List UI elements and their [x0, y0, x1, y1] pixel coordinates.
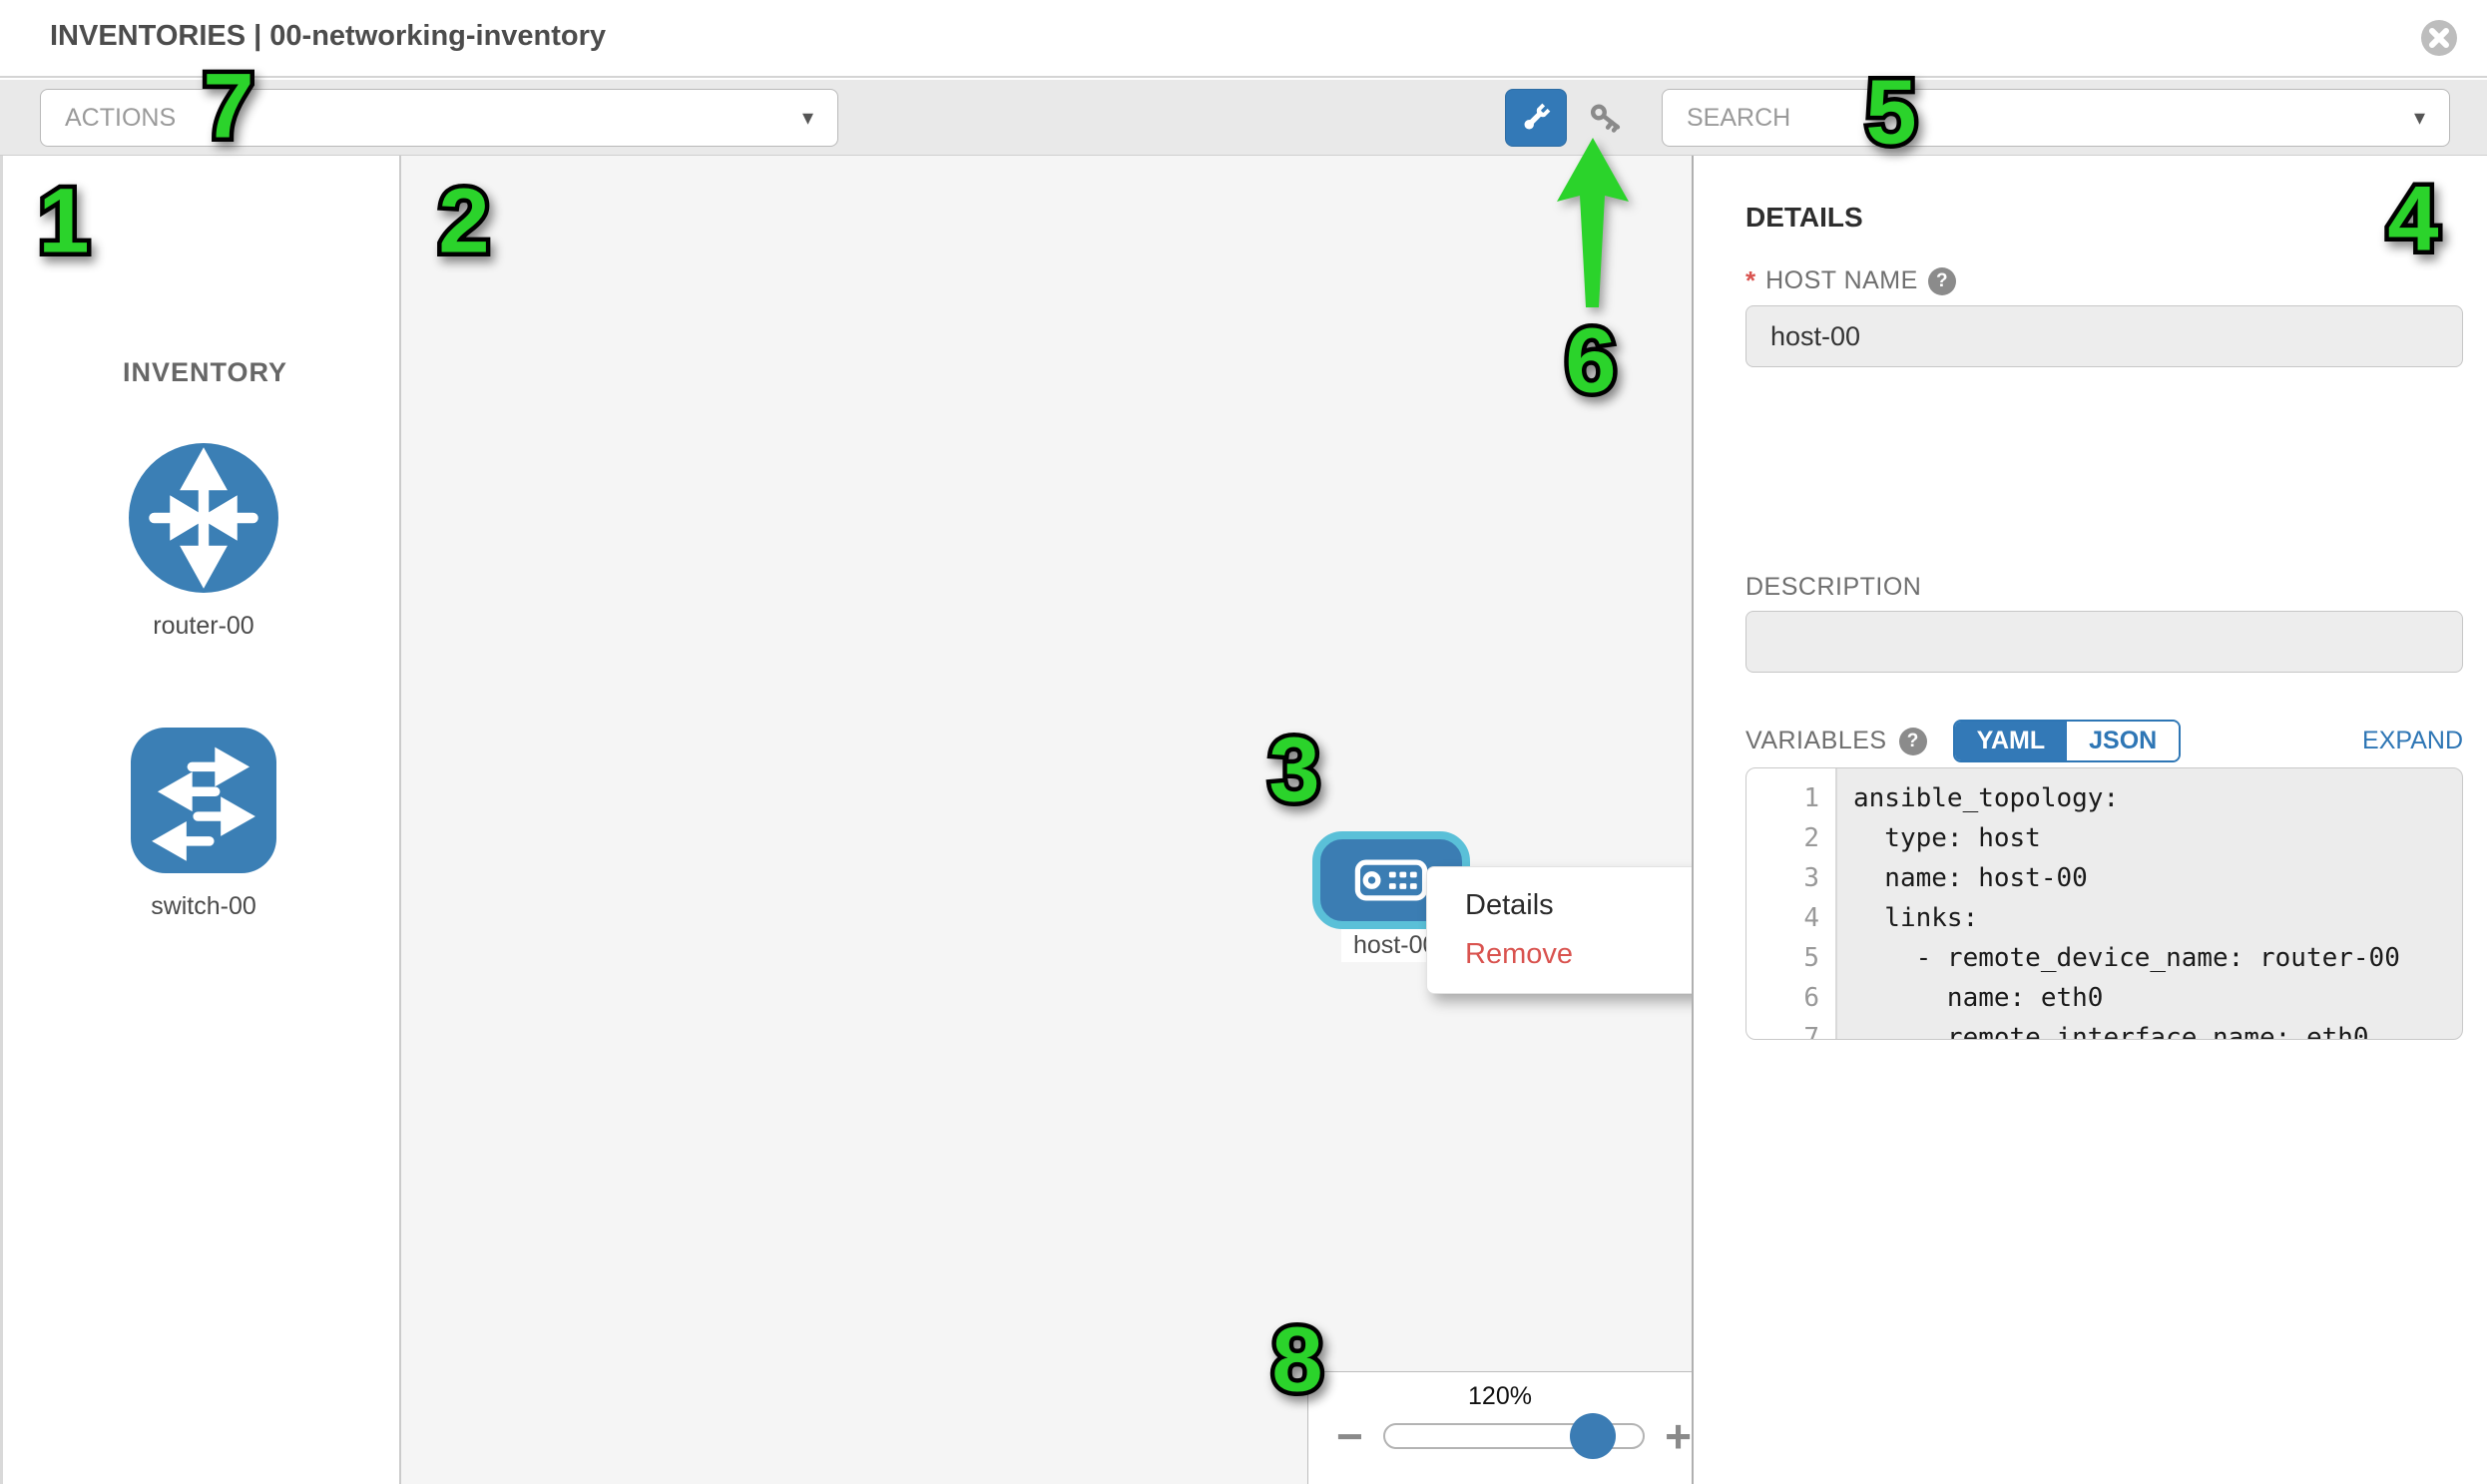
palette-item-router[interactable]: router-00: [3, 443, 404, 641]
menu-item-remove[interactable]: Remove: [1465, 938, 1573, 970]
expand-link[interactable]: EXPAND: [2362, 727, 2463, 754]
code-line: 4 links:: [1803, 903, 1979, 933]
help-icon[interactable]: ?: [1927, 266, 1956, 295]
variables-editor[interactable]: 1 ansible_topology: 2 type: host 3 name: …: [1745, 767, 2463, 1040]
zoom-out-button[interactable]: −: [1336, 1410, 1363, 1462]
chevron-down-icon: ▾: [801, 105, 813, 130]
close-button[interactable]: [2421, 20, 2457, 56]
annotation-5: 5: [1861, 57, 1921, 168]
code-line: 5 - remote_device_name: router-00: [1803, 943, 2400, 973]
variables-label: VARIABLES: [1745, 727, 1887, 754]
menu-item-details[interactable]: Details: [1465, 889, 1554, 921]
header: INVENTORIES | 00-networking-inventory: [0, 0, 2487, 78]
toolbar: ACTIONS ▾ SEARCH ▾: [0, 80, 2487, 156]
zoom-slider[interactable]: [1382, 1413, 1646, 1459]
actions-dropdown-label: ACTIONS: [65, 103, 177, 132]
search-dropdown-label: SEARCH: [1687, 103, 1791, 132]
help-icon[interactable]: ?: [1898, 727, 1927, 755]
tab-json[interactable]: JSON: [2067, 722, 2180, 760]
details-panel: DETAILS * HOST NAME ? DESCRIPTION VARIAB…: [1692, 156, 2487, 1484]
annotation-3: 3: [1264, 715, 1324, 825]
zoom-slider-thumb[interactable]: [1569, 1413, 1616, 1459]
description-input[interactable]: [1745, 611, 2463, 673]
configure-button[interactable]: [1505, 89, 1567, 147]
code-line: 3 name: host-00: [1803, 863, 2088, 893]
annotation-7: 7: [199, 51, 258, 162]
topology-canvas[interactable]: host-00 Details Remove 120% − +: [401, 156, 1747, 1484]
code-line: 1 ansible_topology:: [1803, 783, 2120, 813]
annotation-2: 2: [434, 166, 494, 276]
palette-item-label: switch-00: [151, 892, 256, 920]
host-name-label: HOST NAME: [1765, 266, 1918, 294]
inventory-sidebar: INVENTORY router-00: [0, 156, 401, 1484]
switch-icon: [131, 728, 276, 873]
annotation-4: 4: [2383, 164, 2443, 274]
wrench-icon: [1524, 103, 1551, 130]
key-icon: [1590, 104, 1621, 133]
host-icon: [1354, 859, 1428, 901]
zoom-level-value: 120%: [1468, 1382, 1532, 1410]
host-name-input[interactable]: [1745, 305, 2463, 367]
code-line: 2 type: host: [1803, 823, 2041, 853]
close-icon: [2429, 28, 2449, 48]
annotation-8: 8: [1267, 1304, 1327, 1415]
code-line: 6 name: eth0: [1803, 983, 2104, 1013]
chevron-down-icon: ▾: [2413, 105, 2425, 130]
annotation-arrow-up-icon: [1557, 138, 1629, 307]
credentials-button[interactable]: [1583, 95, 1629, 141]
required-asterisk: *: [1745, 265, 1756, 295]
variables-format-toggle: YAML JSON: [1952, 720, 2182, 762]
tab-yaml[interactable]: YAML: [1954, 722, 2068, 760]
annotation-6: 6: [1561, 305, 1621, 416]
palette-item-label: router-00: [153, 612, 254, 640]
inventory-heading: INVENTORY: [123, 357, 288, 387]
palette-item-switch[interactable]: switch-00: [3, 728, 404, 921]
actions-dropdown[interactable]: ACTIONS ▾: [40, 89, 838, 147]
zoom-panel: 120% − +: [1307, 1371, 1692, 1484]
annotation-1: 1: [34, 166, 94, 276]
description-label: DESCRIPTION: [1745, 573, 1922, 601]
search-dropdown[interactable]: SEARCH ▾: [1662, 89, 2450, 147]
zoom-in-button[interactable]: +: [1665, 1410, 1692, 1462]
router-icon: [129, 443, 278, 593]
details-heading: DETAILS: [1745, 202, 1863, 233]
code-line: 7 remote_interface_name: eth0: [1803, 1023, 2369, 1040]
page-title: INVENTORIES | 00-networking-inventory: [50, 20, 607, 52]
